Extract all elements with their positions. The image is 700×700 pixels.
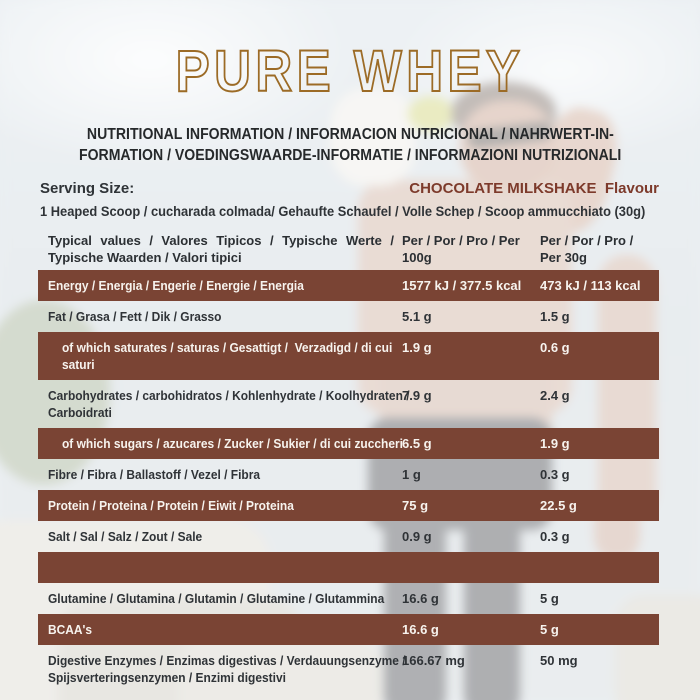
- nutritional-info-heading-line2: FORMATION / VOEDINGSWAARDE-INFORMATIE / …: [78, 147, 622, 164]
- table-row: BCAA's 16.6 g 5 g: [38, 614, 659, 645]
- flavour-name: CHOCOLATE MILKSHAKE: [409, 180, 597, 197]
- row-label: Fibre / Fibra / Ballastoff / Vezel / Fib…: [48, 467, 261, 482]
- nutrition-table: Typical values / Valores Tipicos / Typis…: [38, 232, 659, 693]
- row-label: Energy / Energia / Engerie / Energie / E…: [48, 278, 304, 293]
- row-per-100g: 1 g: [402, 467, 421, 482]
- table-row: Digestive Enzymes / Enzimas digestivas /…: [38, 645, 659, 693]
- row-per-30g: 1.5 g: [540, 309, 570, 324]
- table-row: Energy / Energia / Engerie / Energie / E…: [38, 270, 659, 301]
- row-per-30g: 1.9 g: [540, 436, 570, 451]
- table-row: Salt / Sal / Salz / Zout / Sale 0.9 g 0.3 …: [38, 521, 659, 552]
- row-per-100g: 75 g: [402, 498, 429, 513]
- table-row: of which sugars / azucares / Zucker / Su…: [38, 428, 659, 459]
- scoop-description: 1 Heaped Scoop / cucharada colmada/ Geha…: [40, 203, 646, 219]
- row-per-100g: 16.6 g: [402, 591, 439, 606]
- table-row: Glutamine / Glutamina / Glutamin / Gluta…: [38, 583, 659, 614]
- table-row: Carbohydrates / carbohidratos / Kohlenhy…: [38, 380, 659, 428]
- row-per-100g: 16.6 g: [402, 622, 439, 637]
- nutritional-info-heading: NUTRITIONAL INFORMATION / INFORMACION NU…: [0, 124, 700, 166]
- row-per-30g: 473 kJ / 113 kcal: [540, 278, 641, 293]
- serving-size-row: Serving Size: CHOCOLATE MILKSHAKE Flavou…: [40, 180, 659, 197]
- row-per-30g: 0.6 g: [540, 340, 570, 355]
- row-per-30g: 22.5 g: [540, 498, 577, 513]
- row-per-30g: 2.4 g: [540, 388, 570, 403]
- row-per-100g: 1577 kJ / 377.5 kcal: [402, 278, 522, 293]
- row-per-100g: 5.1 g: [402, 309, 432, 324]
- row-per-100g: 0.9 g: [402, 529, 432, 544]
- row-per-30g: 0.3 g: [540, 467, 570, 482]
- nutrition-table-header: Typical values / Valores Tipicos / Typis…: [38, 232, 659, 270]
- row-per-100g: 6.5 g: [402, 436, 432, 451]
- header-per-100g: Per / Por / Pro / Per 100g: [402, 233, 520, 265]
- row-label: Salt / Sal / Salz / Zout / Sale: [48, 529, 203, 544]
- row-per-100g: 166.67 mg: [402, 653, 465, 668]
- row-label: Glutamine / Glutamina / Glutamin / Gluta…: [48, 591, 385, 606]
- table-spacer-row: [38, 552, 659, 583]
- row-per-100g: 7.9 g: [402, 388, 432, 403]
- nutritional-info-heading-line1: NUTRITIONAL INFORMATION / INFORMACION NU…: [86, 126, 614, 143]
- row-label: Fat / Grasa / Fett / Dik / Grasso: [48, 309, 222, 324]
- row-per-30g: 5 g: [540, 622, 559, 637]
- table-row: Fat / Grasa / Fett / Dik / Grasso 5.1 g 1.…: [38, 301, 659, 332]
- flavour-label: CHOCOLATE MILKSHAKE Flavour: [409, 180, 659, 197]
- table-row: Protein / Proteina / Protein / Eiwit / P…: [38, 490, 659, 521]
- row-label: Digestive Enzymes / Enzimas digestivas /…: [48, 653, 406, 685]
- flavour-word: Flavour: [604, 180, 659, 197]
- row-per-30g: 0.3 g: [540, 529, 570, 544]
- row-label: of which saturates / saturas / Gesattigt…: [62, 340, 393, 372]
- row-per-100g: 1.9 g: [402, 340, 432, 355]
- table-row: Fibre / Fibra / Ballastoff / Vezel / Fib…: [38, 459, 659, 490]
- product-title: PURE WHEY: [175, 38, 525, 105]
- row-per-30g: 5 g: [540, 591, 559, 606]
- row-label: Carbohydrates / carbohidratos / Kohlenhy…: [48, 388, 410, 420]
- row-label: BCAA's: [48, 622, 93, 637]
- header-per-30g: Per / Por / Pro / Per 30g: [540, 233, 634, 265]
- serving-size-label: Serving Size:: [40, 180, 135, 197]
- row-per-30g: 50 mg: [540, 653, 578, 668]
- row-label: Protein / Proteina / Protein / Eiwit / P…: [48, 498, 294, 513]
- header-typical-values: Typical values / Valores Tipicos / Typis…: [48, 233, 394, 265]
- table-row: of which saturates / saturas / Gesattigt…: [38, 332, 659, 380]
- row-label: [38, 559, 400, 576]
- row-label: of which sugars / azucares / Zucker / Su…: [62, 436, 403, 451]
- nutrition-table-body: Energy / Energia / Engerie / Energie / E…: [38, 270, 659, 693]
